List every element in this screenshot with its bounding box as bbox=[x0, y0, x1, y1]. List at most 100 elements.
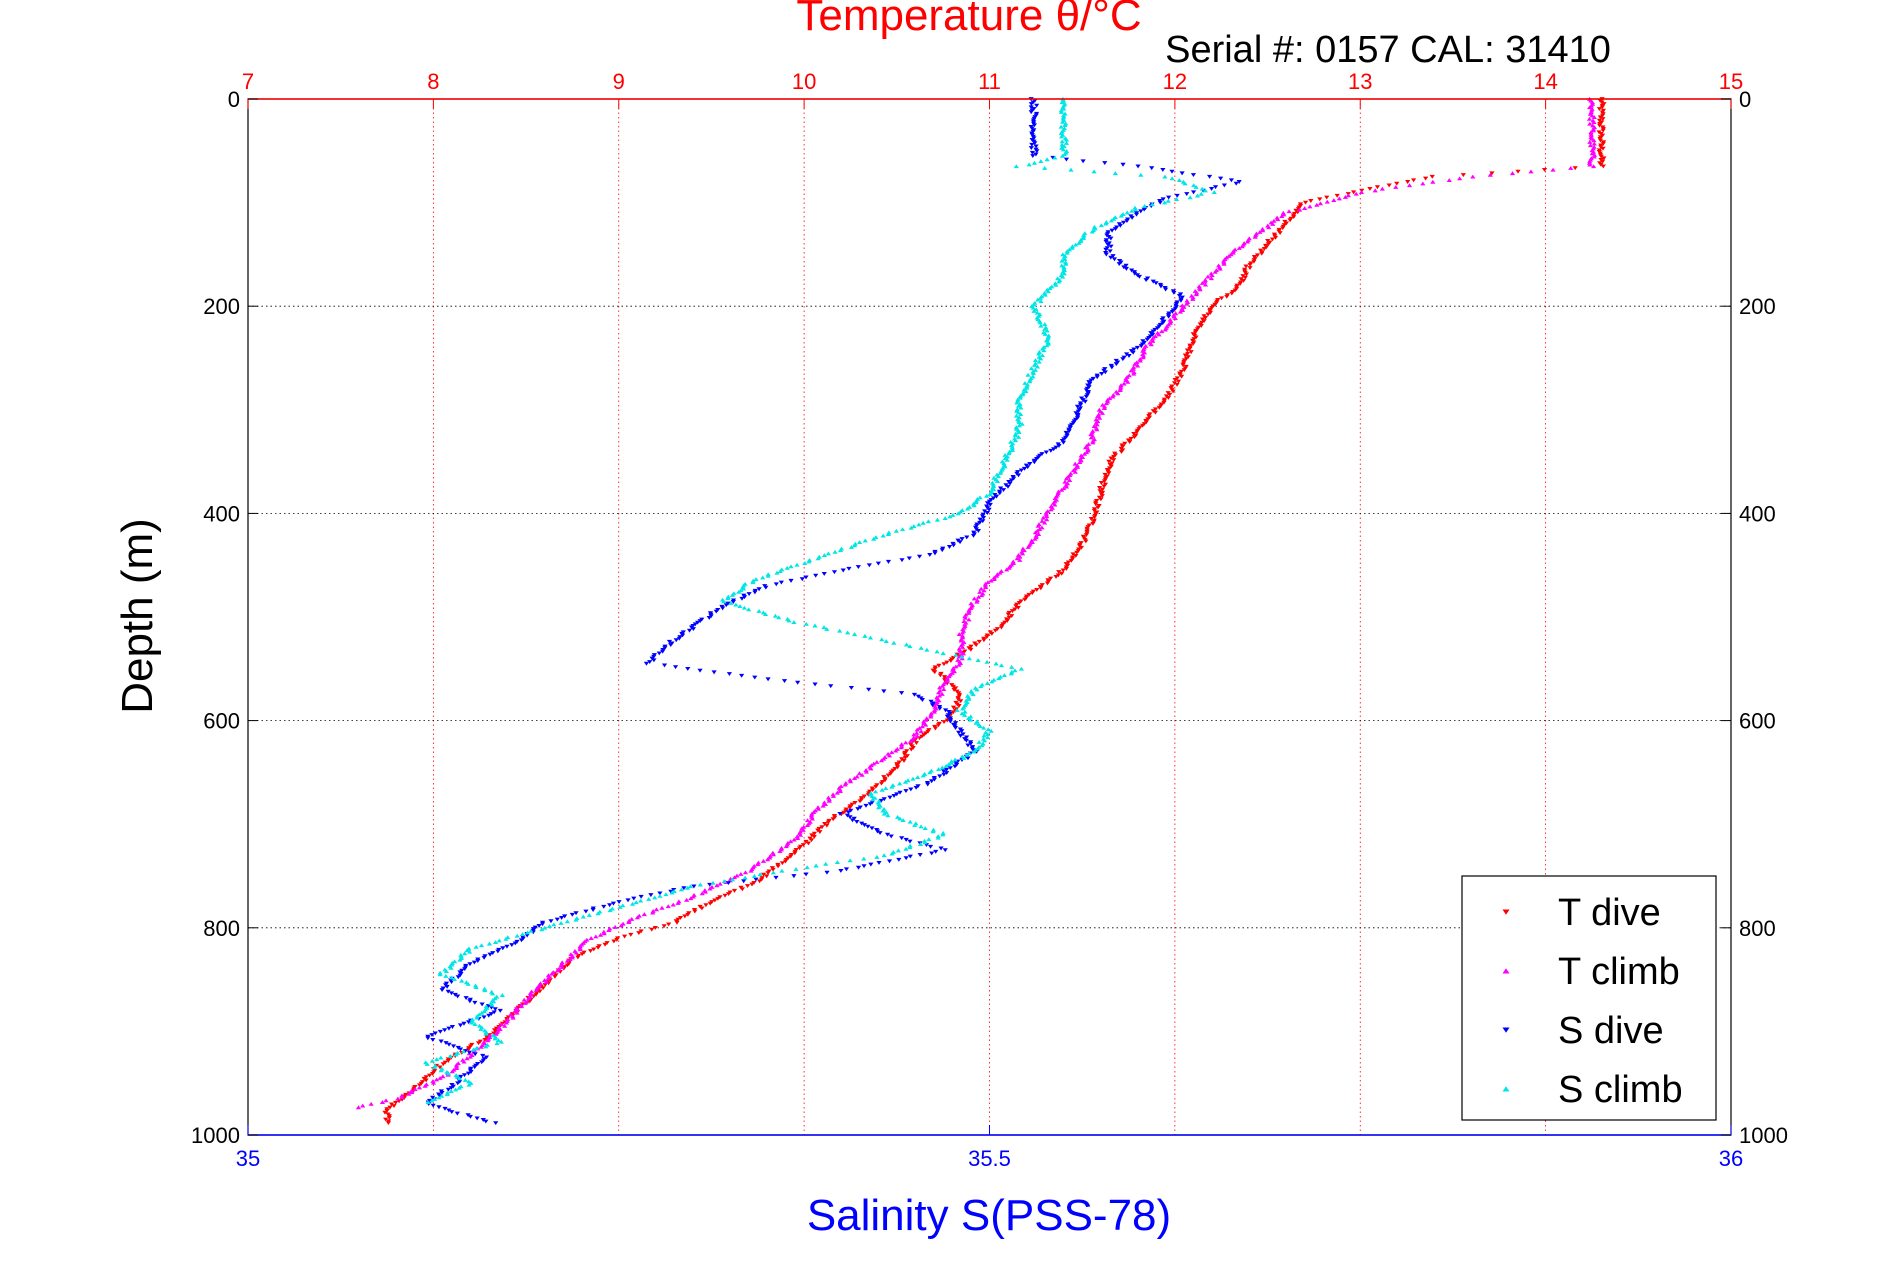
data-point bbox=[653, 907, 660, 912]
data-point bbox=[1601, 156, 1607, 161]
data-point bbox=[928, 711, 934, 716]
data-point bbox=[778, 580, 784, 585]
data-point bbox=[1599, 105, 1605, 110]
data-point bbox=[638, 894, 644, 899]
data-point bbox=[1056, 443, 1062, 448]
data-point bbox=[1252, 234, 1258, 239]
data-point bbox=[1034, 587, 1040, 592]
data-point bbox=[1028, 146, 1034, 150]
data-point bbox=[800, 827, 806, 832]
data-point bbox=[920, 520, 926, 525]
data-point bbox=[1033, 307, 1039, 312]
data-point bbox=[1406, 183, 1413, 188]
data-point bbox=[465, 981, 471, 986]
data-point bbox=[618, 923, 624, 928]
data-point bbox=[471, 960, 477, 965]
data-point bbox=[442, 1028, 448, 1033]
data-point bbox=[607, 903, 613, 908]
data-point bbox=[881, 797, 887, 802]
data-point bbox=[947, 719, 953, 724]
data-point bbox=[1072, 469, 1078, 474]
legend-label: S dive bbox=[1558, 1010, 1664, 1052]
data-point bbox=[861, 823, 868, 828]
data-point bbox=[1187, 195, 1193, 200]
data-point bbox=[1272, 235, 1279, 240]
data-point bbox=[1193, 292, 1199, 297]
data-point bbox=[980, 515, 987, 520]
data-point bbox=[794, 834, 800, 839]
data-point bbox=[1243, 264, 1249, 269]
data-point bbox=[386, 1115, 392, 1120]
data-point bbox=[498, 1039, 504, 1044]
data-point bbox=[826, 798, 832, 803]
data-point bbox=[1591, 120, 1597, 125]
data-point bbox=[862, 538, 868, 543]
data-point bbox=[684, 897, 690, 902]
data-point bbox=[937, 774, 943, 779]
data-point bbox=[908, 738, 914, 743]
data-point bbox=[888, 834, 894, 839]
data-point bbox=[395, 1096, 401, 1101]
data-point bbox=[580, 914, 586, 919]
data-point bbox=[1132, 271, 1138, 276]
data-point bbox=[1121, 381, 1127, 386]
data-point bbox=[1060, 119, 1066, 124]
data-point bbox=[1034, 149, 1040, 154]
data-point bbox=[1043, 450, 1049, 455]
data-point bbox=[481, 986, 488, 991]
data-point bbox=[1041, 348, 1047, 353]
data-point bbox=[737, 604, 743, 609]
data-point bbox=[739, 596, 745, 601]
data-point bbox=[1060, 440, 1067, 445]
data-point bbox=[935, 835, 941, 840]
data-point bbox=[1088, 517, 1094, 521]
salinity-tick-label: 35.5 bbox=[968, 1146, 1011, 1171]
data-point bbox=[960, 732, 966, 737]
data-point bbox=[984, 635, 990, 640]
data-point bbox=[1233, 181, 1239, 186]
data-point bbox=[821, 553, 828, 557]
data-point bbox=[1162, 200, 1168, 205]
data-point bbox=[1374, 185, 1381, 190]
data-point bbox=[852, 632, 858, 637]
data-point bbox=[1078, 237, 1084, 242]
data-point bbox=[673, 638, 679, 643]
data-point bbox=[1012, 668, 1018, 673]
data-point bbox=[452, 992, 458, 997]
data-point bbox=[713, 609, 719, 614]
data-point bbox=[993, 661, 999, 666]
data-point bbox=[937, 673, 943, 678]
data-point bbox=[908, 787, 914, 792]
data-point bbox=[1040, 515, 1046, 520]
data-point bbox=[919, 724, 925, 729]
data-point bbox=[935, 723, 942, 728]
data-point bbox=[911, 692, 918, 697]
data-point bbox=[889, 784, 895, 789]
data-point bbox=[1052, 502, 1058, 507]
data-point bbox=[806, 559, 812, 564]
data-point bbox=[1457, 176, 1463, 181]
data-point bbox=[447, 1054, 453, 1058]
data-point bbox=[1600, 141, 1606, 146]
data-point bbox=[1598, 162, 1604, 167]
data-point bbox=[832, 549, 838, 554]
data-point bbox=[729, 593, 736, 597]
data-point bbox=[1117, 386, 1124, 391]
data-point bbox=[837, 787, 843, 792]
data-point bbox=[919, 698, 926, 702]
data-point bbox=[1058, 110, 1065, 114]
data-point bbox=[885, 532, 892, 536]
data-point bbox=[869, 826, 875, 831]
data-point bbox=[429, 1098, 435, 1103]
data-point bbox=[989, 631, 995, 636]
data-point bbox=[918, 646, 924, 650]
data-point bbox=[1150, 279, 1156, 284]
data-point bbox=[1059, 153, 1066, 158]
data-point bbox=[1120, 162, 1126, 167]
data-point bbox=[837, 789, 843, 793]
depth-tick-label-left: 1000 bbox=[191, 1123, 240, 1148]
data-point bbox=[1056, 570, 1062, 575]
data-point bbox=[977, 520, 983, 525]
depth-tick-label-left: 0 bbox=[228, 87, 240, 112]
data-point bbox=[908, 525, 914, 530]
